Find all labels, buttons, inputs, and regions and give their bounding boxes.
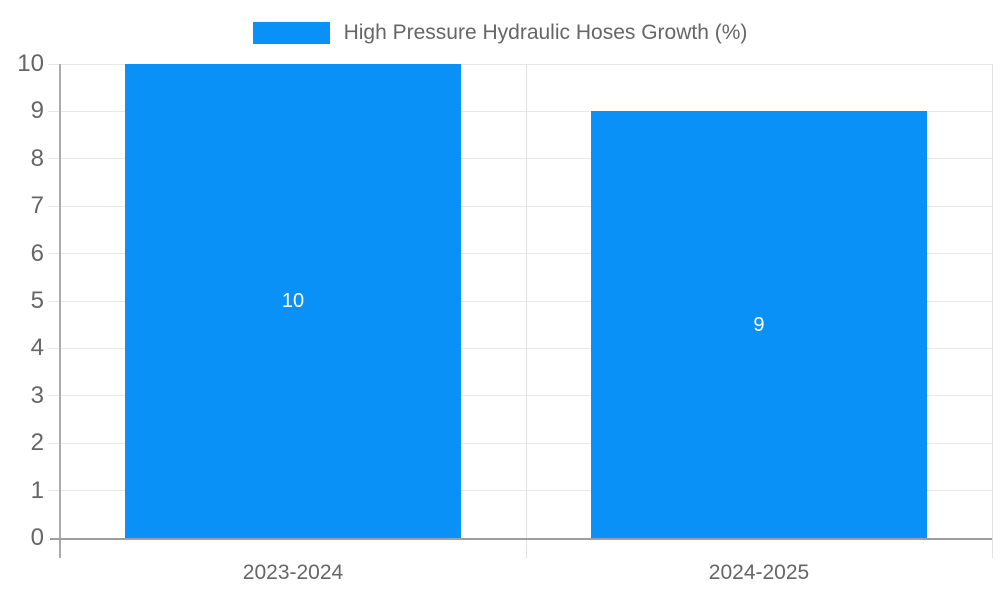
- y-axis-tick-label: 0: [30, 524, 44, 551]
- bar-value-label: 9: [753, 313, 765, 336]
- x-axis-line: [50, 538, 992, 540]
- y-axis-tick-label: 9: [30, 97, 44, 125]
- gridline-y-3: [48, 395, 992, 397]
- y-axis-line: [59, 64, 61, 558]
- y-axis-tick-label: 7: [30, 192, 44, 220]
- x-axis-tick-label: 2024-2025: [708, 561, 810, 584]
- bar-value-label: 10: [281, 290, 305, 312]
- y-axis-tick-label: 2: [30, 429, 44, 457]
- bar-2023-2024[interactable]: [124, 64, 462, 538]
- gridline-y-7: [48, 205, 992, 207]
- legend[interactable]: High Pressure Hydraulic Hoses Growth (%): [0, 21, 1000, 45]
- y-axis-tick-label: 1: [30, 476, 44, 504]
- x-axis-tick-label: 2023-2024: [242, 561, 344, 584]
- bar-2024-2025[interactable]: [590, 111, 928, 538]
- category-boundary-line-1: [525, 64, 527, 558]
- y-axis-tick-label: 3: [30, 381, 44, 409]
- gridline-y-4: [48, 347, 992, 349]
- gridline-y-5: [48, 300, 992, 302]
- gridline-y-8: [48, 158, 992, 160]
- category-boundary-line-2: [991, 64, 993, 558]
- gridline-y-1: [48, 490, 992, 492]
- y-axis-tick-label: 8: [30, 144, 44, 172]
- gridline-y-9: [48, 110, 992, 112]
- legend-label: High Pressure Hydraulic Hoses Growth (%): [343, 21, 748, 44]
- gridline-y-6: [48, 253, 992, 255]
- y-axis-tick-label: 10: [17, 50, 44, 77]
- gridline-y-2: [48, 442, 992, 444]
- y-axis-tick-label: 5: [30, 287, 44, 314]
- gridline-y-10: [48, 63, 992, 65]
- y-axis-tick-label: 4: [30, 334, 44, 362]
- legend-swatch: [252, 22, 330, 44]
- y-axis-tick-label: 6: [30, 239, 44, 267]
